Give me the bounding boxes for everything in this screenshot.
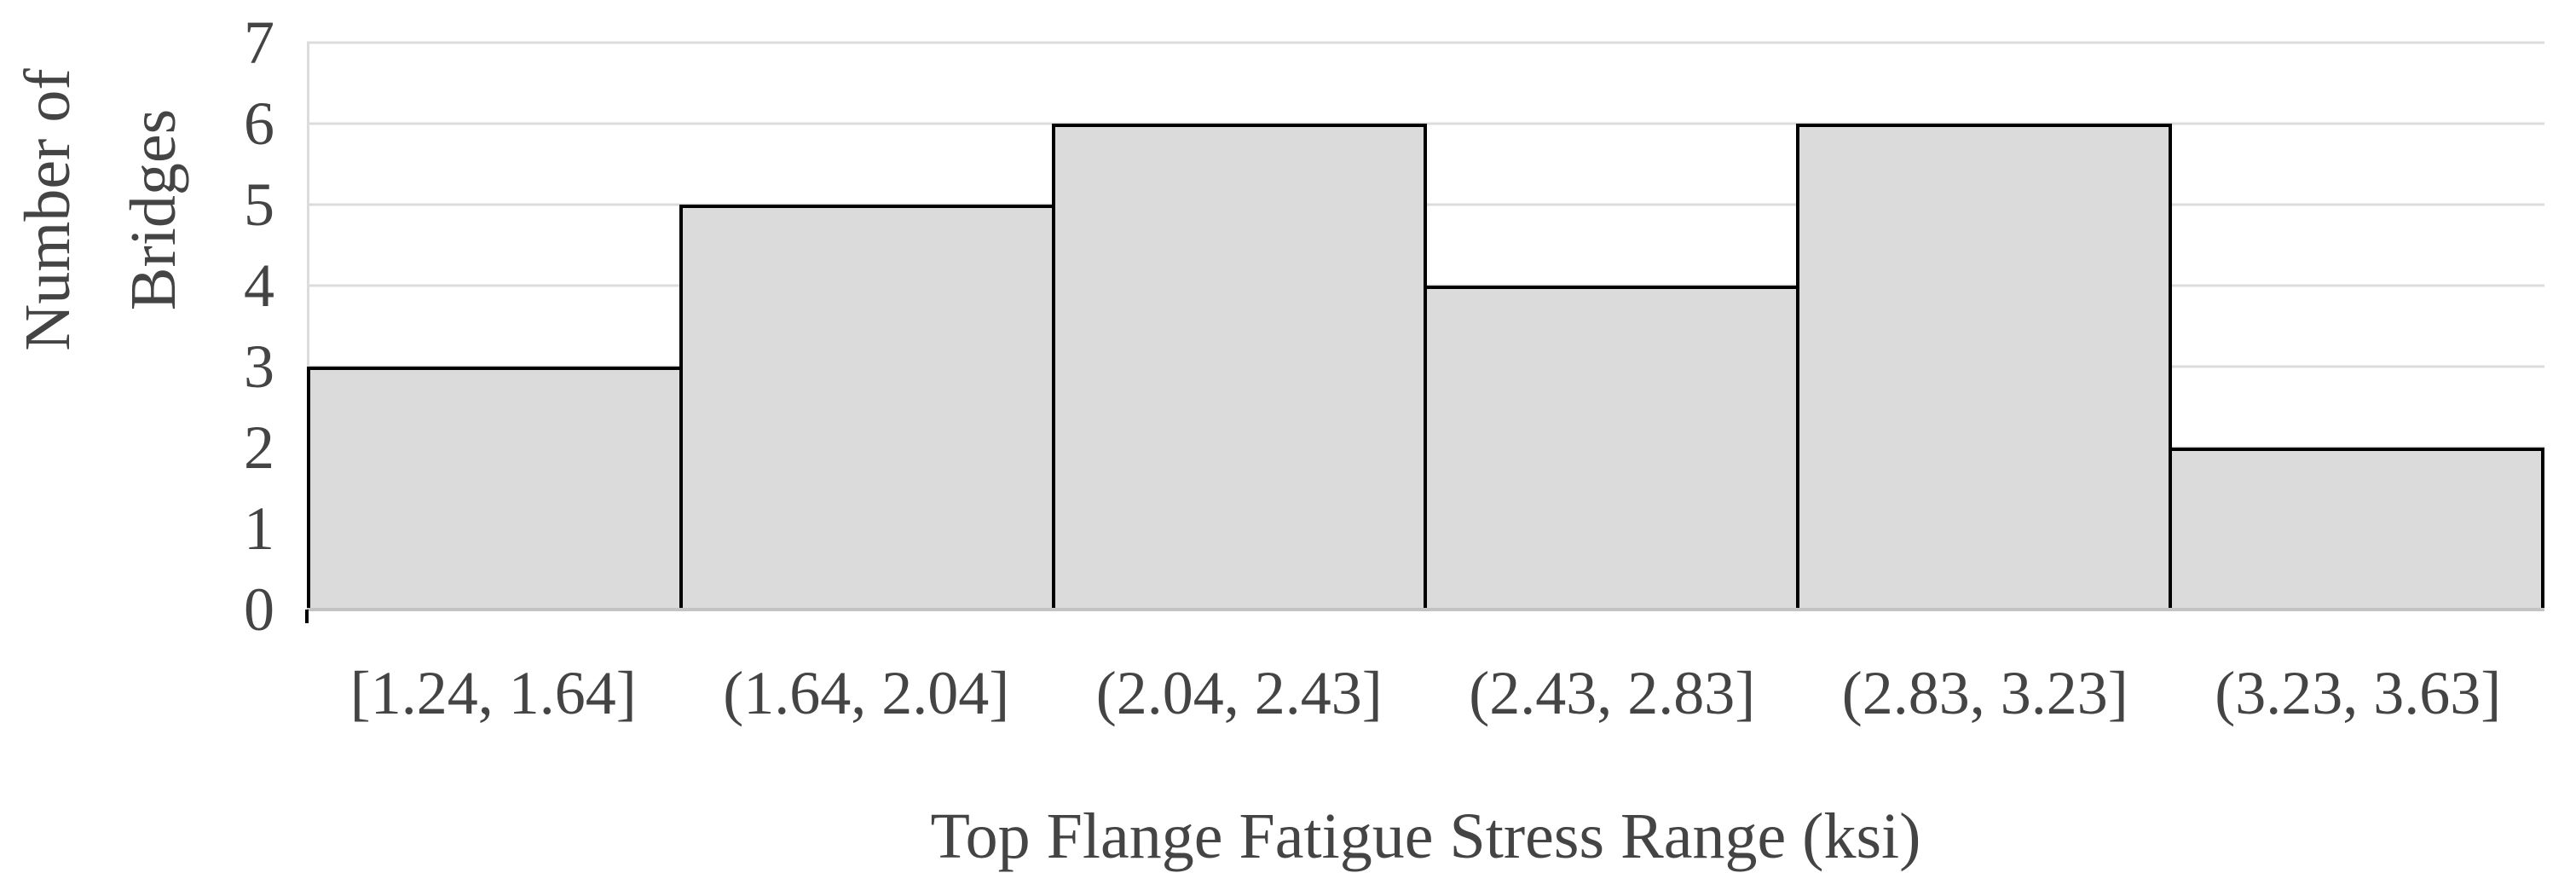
plot-left-border <box>307 43 309 610</box>
x-tick-label: (3.23, 3.63] <box>2215 659 2502 727</box>
x-axis-tick-labels: [1.24, 1.64] (1.64, 2.04] (2.04, 2.43] (2.4… <box>307 658 2544 729</box>
y-tick-label: 2 <box>244 413 274 482</box>
y-tick-label: 5 <box>244 171 274 239</box>
plot-area <box>305 41 2544 623</box>
y-tick-label: 6 <box>244 90 274 158</box>
bar <box>1796 124 2173 610</box>
y-tick-label: 1 <box>244 494 274 563</box>
y-tick-label: 4 <box>244 251 274 320</box>
bar <box>1424 286 1800 610</box>
bar <box>2169 448 2544 610</box>
bar <box>679 205 1055 610</box>
bars-container <box>307 43 2544 610</box>
x-tick-label: (2.43, 2.83] <box>1469 659 1756 727</box>
x-tick-label: [1.24, 1.64] <box>349 659 637 727</box>
x-tick-label: (2.04, 2.43] <box>1095 659 1383 727</box>
bar <box>307 367 683 610</box>
x-tick-label: (2.83, 3.23] <box>1841 659 2128 727</box>
y-tick-label: 3 <box>244 332 274 401</box>
y-tick-label: 7 <box>244 9 274 77</box>
bar <box>1051 124 1428 610</box>
x-axis-tick-mark <box>305 610 309 623</box>
x-axis-line <box>307 608 2544 611</box>
gridline <box>307 41 2544 44</box>
y-tick-label: 0 <box>244 575 274 644</box>
x-tick-label: (1.64, 2.04] <box>723 659 1010 727</box>
x-axis-title: Top Flange Fatigue Stress Range (ksi) <box>930 801 1921 872</box>
